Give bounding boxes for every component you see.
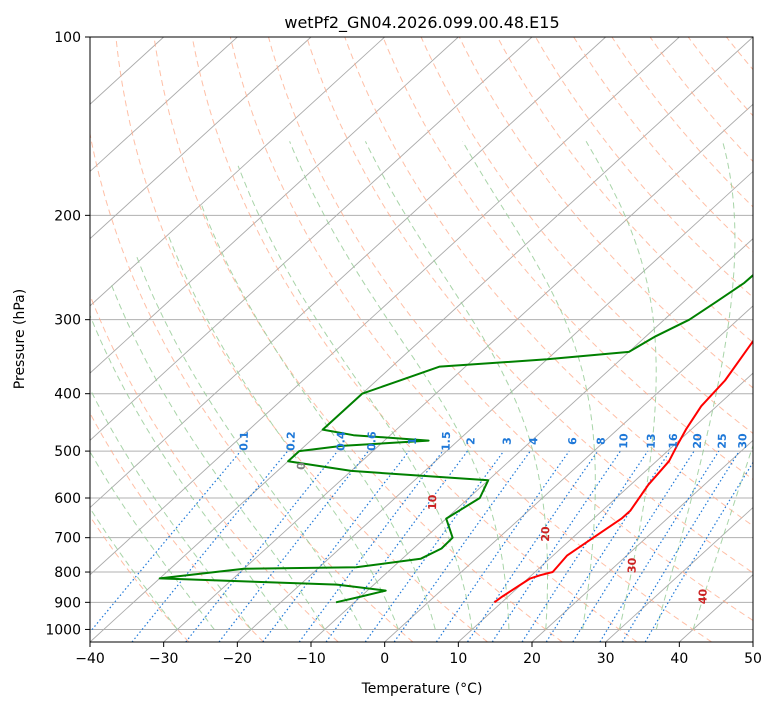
dry-adiabat-line [574, 37, 775, 642]
x-tick-label: −10 [296, 651, 326, 667]
mixing-ratio-line [436, 451, 569, 642]
mixing-ratio-label: 13 [645, 433, 658, 449]
moist-adiabat-label: 30 [626, 557, 639, 573]
mixing-ratio-label: 8 [595, 437, 608, 445]
moist-adiabat-line [200, 202, 435, 629]
moist-adiabat-line [238, 166, 472, 630]
dry-adiabat-line [154, 37, 562, 642]
mixing-ratio-line [186, 451, 338, 642]
mixing-ratio-label: 0.6 [365, 431, 379, 451]
isotherm-line [753, 37, 775, 642]
x-axis-label: Temperature (°C) [361, 681, 483, 697]
x-tick-label: −20 [223, 651, 253, 667]
isotherm-line [164, 37, 775, 642]
isotherm-line [0, 37, 311, 642]
dry-adiabat-line [612, 37, 775, 642]
grid-layer [0, 37, 775, 642]
isotherm-line [0, 37, 237, 642]
moist-adiabat-label: 40 [696, 588, 709, 604]
mixing-ratio-label: 0.4 [334, 431, 348, 451]
moist-adiabat-label: 10 [426, 494, 439, 510]
mixing-ratio-line [299, 451, 443, 642]
moist-adiabat-label: 0 [295, 462, 308, 470]
x-tick-label: 50 [744, 651, 762, 667]
x-tick-label: 0 [380, 651, 389, 667]
mixing-ratio-label: 16 [667, 433, 680, 449]
moist-adiabat-line [290, 141, 509, 629]
y-tick-label: 500 [54, 444, 81, 460]
y-tick-label: 600 [54, 491, 81, 507]
chart-title: wetPf2_GN04.2026.099.00.48.E15 [284, 13, 559, 33]
y-tick-label: 100 [54, 30, 81, 46]
mixing-ratio-line [263, 451, 409, 642]
isotherm-line [0, 37, 606, 642]
mixing-ratio-line [492, 451, 620, 642]
mixing-ratio-line [600, 451, 719, 642]
y-tick-label: 800 [54, 565, 81, 581]
mixing-ratio-line [82, 451, 241, 642]
mixing-ratio-label: 0.2 [284, 431, 298, 451]
mixing-ratio-label: 30 [736, 433, 749, 449]
mixing-ratio-line [546, 451, 670, 642]
mixing-ratio-line [219, 451, 368, 642]
moist-adiabat-line [63, 328, 251, 629]
mixing-ratio-label: 3 [501, 437, 514, 445]
moist-adiabat-line [365, 141, 547, 629]
dry-adiabat-line [0, 37, 189, 642]
dry-adiabat-line [765, 37, 775, 642]
dry-adiabat-line [497, 37, 775, 642]
mixing-ratio-line [622, 451, 739, 642]
dry-adiabat-line [345, 37, 775, 642]
dry-adiabat-line [116, 37, 488, 642]
dry-adiabat-line [650, 37, 775, 642]
y-tick-label: 200 [54, 208, 81, 224]
dry-adiabat-line [192, 37, 637, 642]
y-tick-label: 400 [54, 387, 81, 403]
isotherm-line [0, 37, 458, 642]
y-tick-label: 900 [54, 595, 81, 611]
mixing-ratio-label: 1.5 [440, 431, 454, 451]
mixing-ratio-line [132, 451, 288, 642]
dry-adiabat-line [1, 37, 263, 642]
x-tick-label: 10 [449, 651, 467, 667]
x-tick-label: 30 [597, 651, 615, 667]
mixing-ratio-label: 25 [716, 433, 729, 449]
x-tick-label: 40 [670, 651, 688, 667]
dry-adiabat-line [688, 37, 775, 642]
mixing-ratio-label: 2 [464, 437, 477, 445]
mixing-ratio-label: 10 [617, 433, 630, 449]
isotherm-line [0, 37, 385, 642]
y-tick-label: 1000 [45, 622, 81, 638]
mixing-ratio-label: 6 [566, 437, 579, 445]
dry-adiabat-line [421, 37, 775, 642]
mixing-ratio-line [573, 451, 694, 642]
dry-adiabat-line [230, 37, 711, 642]
x-tick-label: 20 [523, 651, 541, 667]
x-tick-label: −30 [149, 651, 179, 667]
y-tick-label: 700 [54, 531, 81, 547]
dry-adiabat-line [269, 37, 775, 642]
moist-adiabat-line [168, 234, 399, 629]
isotherm-line [16, 37, 679, 642]
mixing-ratio-label: 4 [527, 437, 540, 445]
moist-adiabat-label: 20 [539, 526, 552, 542]
mixing-ratio-label: 20 [691, 433, 704, 449]
y-tick-label: 300 [54, 313, 81, 329]
mixing-ratio-label: 0.1 [237, 431, 251, 451]
mixing-ratio-label: 1 [406, 437, 419, 445]
isotherm-line [90, 37, 753, 642]
dry-adiabat-line [78, 37, 413, 642]
dry-adiabat-line [726, 37, 775, 642]
y-axis-label: Pressure (hPa) [12, 289, 28, 389]
x-tick-label: −40 [75, 651, 105, 667]
